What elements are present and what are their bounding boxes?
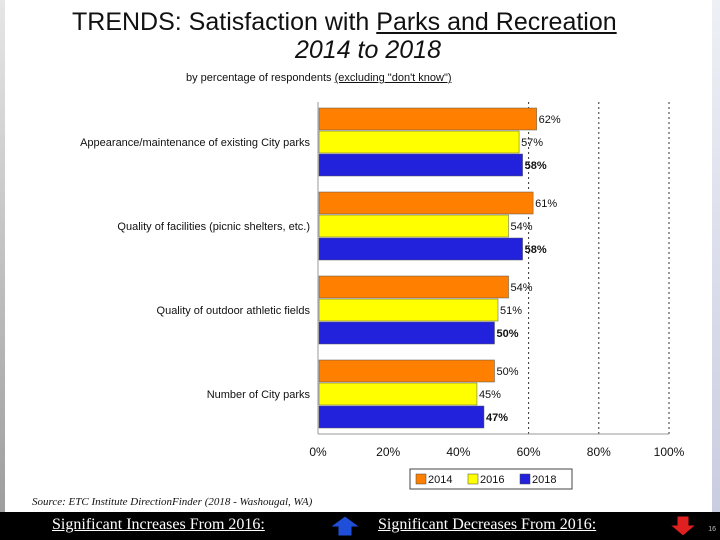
bar-2016-2 xyxy=(318,214,509,238)
data-label-2014-1: 62% xyxy=(539,114,561,126)
subtitle-underlined: (excluding "don't know") xyxy=(334,72,452,84)
bar-2014-2 xyxy=(318,191,534,215)
bar-2014-1 xyxy=(318,107,537,131)
data-label-2018-3: 50% xyxy=(497,328,519,340)
data-label-2018-2: 58% xyxy=(525,244,547,256)
category-label-1: Appearance/maintenance of existing City … xyxy=(80,137,310,149)
footer-decrease-text: Significant Decreases From 2016: xyxy=(378,516,597,533)
chart-title-years: 2014 to 2018 xyxy=(295,36,441,64)
decrease-arrow-icon xyxy=(668,515,698,537)
bar-2014-4 xyxy=(318,359,495,383)
data-label-2016-3: 51% xyxy=(500,305,522,317)
legend-swatch-2018 xyxy=(519,473,531,485)
data-label-2018-4: 47% xyxy=(486,412,508,424)
bar-2018-1 xyxy=(318,153,523,177)
increase-arrow-icon xyxy=(328,515,362,537)
x-tick-label-2: 40% xyxy=(446,445,470,459)
slide: TRENDS: Satisfaction with Parks and Recr… xyxy=(28,6,690,512)
x-tick-label-0: 0% xyxy=(309,445,327,459)
bar-2018-2 xyxy=(318,237,523,261)
subtitle-prefix: by percentage of respondents xyxy=(186,72,335,84)
data-label-2018-1: 58% xyxy=(525,160,547,172)
x-tick-label-4: 80% xyxy=(587,445,611,459)
x-tick-label-1: 20% xyxy=(376,445,400,459)
bar-2016-4 xyxy=(318,382,478,406)
footer-bar: Significant Increases From 2016: Signifi… xyxy=(0,512,720,540)
title-underlined: Parks and Recreation xyxy=(376,8,617,36)
bar-2016-3 xyxy=(318,298,499,322)
data-label-2016-4: 45% xyxy=(479,389,501,401)
chart-title: TRENDS: Satisfaction with Parks and Recr… xyxy=(72,8,712,37)
category-label-4: Number of City parks xyxy=(207,389,311,401)
bar-2018-4 xyxy=(318,405,485,429)
data-label-2014-4: 50% xyxy=(497,366,519,378)
left-accent-bar xyxy=(0,0,5,540)
x-tick-label-3: 60% xyxy=(517,445,541,459)
legend-label-2018: 2018 xyxy=(532,474,556,486)
title-prefix: TRENDS: Satisfaction with xyxy=(72,8,377,36)
bar-2016-1 xyxy=(318,130,520,154)
data-label-2016-1: 57% xyxy=(521,137,543,149)
bar-2014-3 xyxy=(318,275,509,299)
footer-increase-text: Significant Increases From 2016: xyxy=(52,516,265,533)
data-label-2014-3: 54% xyxy=(511,282,533,294)
legend-swatch-2014 xyxy=(415,473,427,485)
data-label-2016-2: 54% xyxy=(511,221,533,233)
bar-chart: 62% 57% 58% Appearance/maintenance of exist… xyxy=(80,102,685,490)
page-number: 16 xyxy=(708,526,716,533)
source-note: Source: ETC Institute DirectionFinder (2… xyxy=(32,496,313,508)
category-label-2: Quality of facilities (picnic shelters, … xyxy=(117,221,310,233)
legend-swatch-2016 xyxy=(467,473,479,485)
chart-subtitle: by percentage of respondents (excluding … xyxy=(186,72,452,84)
legend-label-2016: 2016 xyxy=(480,474,504,486)
legend-box xyxy=(409,468,573,490)
right-accent-bar xyxy=(712,0,720,512)
data-label-2014-2: 61% xyxy=(535,198,557,210)
bar-2018-3 xyxy=(318,321,495,345)
category-label-3: Quality of outdoor athletic fields xyxy=(157,305,311,317)
legend-label-2014: 2014 xyxy=(428,474,452,486)
x-tick-label-5: 100% xyxy=(654,445,685,459)
